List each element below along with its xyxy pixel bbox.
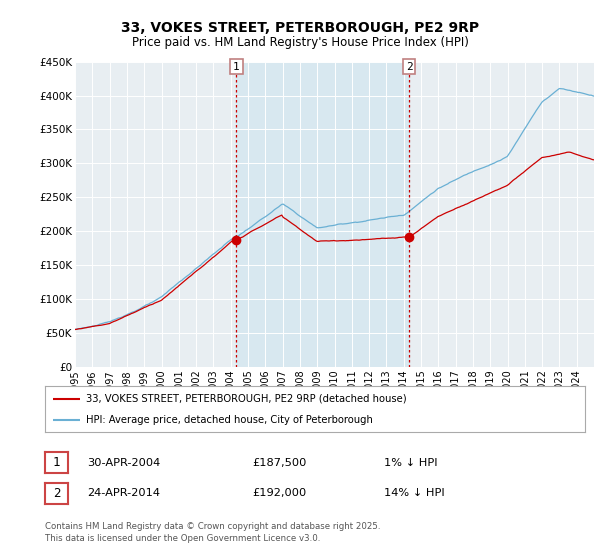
Text: 33, VOKES STREET, PETERBOROUGH, PE2 9RP (detached house): 33, VOKES STREET, PETERBOROUGH, PE2 9RP …	[86, 394, 406, 404]
Bar	[236, 62, 409, 367]
Text: 14% ↓ HPI: 14% ↓ HPI	[384, 488, 445, 498]
Text: 2: 2	[406, 62, 413, 72]
Text: 1: 1	[53, 456, 60, 469]
Text: 1% ↓ HPI: 1% ↓ HPI	[384, 458, 437, 468]
Text: £192,000: £192,000	[252, 488, 306, 498]
Text: Contains HM Land Registry data © Crown copyright and database right 2025.
This d: Contains HM Land Registry data © Crown c…	[45, 522, 380, 543]
Text: HPI: Average price, detached house, City of Peterborough: HPI: Average price, detached house, City…	[86, 415, 373, 425]
Text: 33, VOKES STREET, PETERBOROUGH, PE2 9RP: 33, VOKES STREET, PETERBOROUGH, PE2 9RP	[121, 21, 479, 35]
Text: 30-APR-2004: 30-APR-2004	[87, 458, 160, 468]
Text: 1: 1	[233, 62, 240, 72]
Text: £187,500: £187,500	[252, 458, 307, 468]
Text: 24-APR-2014: 24-APR-2014	[87, 488, 160, 498]
Text: Price paid vs. HM Land Registry's House Price Index (HPI): Price paid vs. HM Land Registry's House …	[131, 36, 469, 49]
Text: 2: 2	[53, 487, 60, 500]
